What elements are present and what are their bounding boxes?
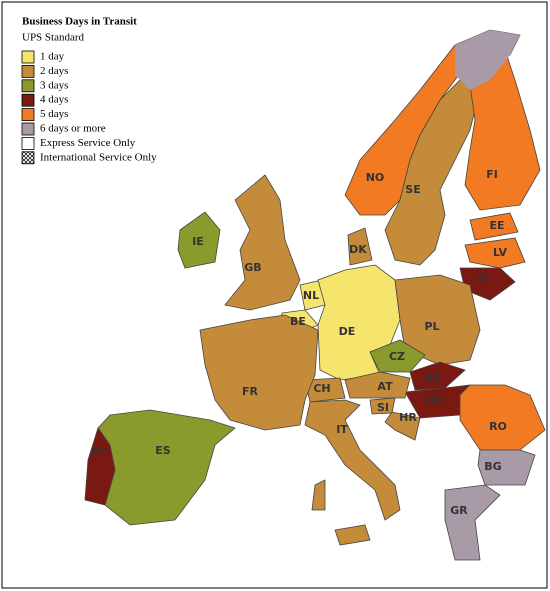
country-code: BE: [290, 315, 306, 328]
legend-swatch: [21, 93, 35, 107]
country-code: DE: [339, 325, 356, 338]
country-code: PT: [91, 445, 107, 458]
legend-swatch: [21, 122, 35, 136]
legend-label: 6 days or more: [40, 123, 106, 135]
country-code: SK: [425, 371, 442, 384]
legend-swatch: [21, 151, 35, 165]
country-shape: [224, 174, 301, 311]
country-code: CH: [313, 382, 330, 395]
country-code: IT: [336, 423, 348, 436]
legend-label: 1 day: [40, 51, 65, 63]
country-shape: [344, 371, 411, 399]
legend-swatch: [21, 79, 35, 93]
country-code: LT: [478, 271, 491, 284]
country-code: PL: [424, 320, 439, 333]
country-shape: [477, 449, 536, 486]
island: [334, 524, 371, 546]
country-shape: [384, 74, 481, 266]
country-code: NO: [366, 171, 385, 184]
country-shape: [304, 399, 401, 521]
country-shape: [369, 339, 426, 373]
legend-label: 5 days: [40, 108, 68, 120]
country-code: SE: [405, 183, 420, 196]
country-code: FR: [242, 385, 259, 398]
legend-label: 4 days: [40, 94, 68, 106]
country-code: EE: [489, 219, 504, 232]
legend-swatch: [21, 65, 35, 78]
country-code: GB: [244, 261, 261, 274]
region: [455, 30, 520, 90]
country-code: FI: [486, 168, 498, 181]
country-code: GR: [450, 504, 468, 517]
country-code: SI: [377, 401, 389, 414]
country-shape: [304, 377, 346, 403]
legend-label: International Service Only: [40, 151, 157, 163]
country-shape: [469, 212, 519, 241]
country-code: AT: [377, 380, 393, 393]
country-code: DK: [349, 243, 367, 256]
country-shape: [199, 314, 319, 431]
country-code: RO: [489, 420, 507, 433]
country-shape: [464, 237, 526, 269]
legend-swatch: [21, 136, 35, 150]
country-shape: [84, 427, 116, 506]
country-shape: [409, 361, 466, 391]
country-shape: [347, 227, 373, 266]
country-code: HR: [399, 411, 417, 424]
legend-swatch: [21, 108, 35, 121]
country-shape: [459, 384, 546, 451]
country-shape: [394, 274, 481, 366]
legend-label: Express Service Only: [40, 137, 136, 149]
country-shape: [177, 211, 221, 269]
legend-label: 2 days: [40, 65, 68, 77]
island: [311, 479, 326, 511]
legend-subtitle: UPS Standard: [22, 32, 85, 44]
legend-label: 3 days: [40, 79, 68, 91]
country-code: NL: [303, 289, 319, 302]
country-code: BG: [484, 460, 501, 473]
country-code: ES: [155, 444, 171, 457]
country-shape: [444, 484, 501, 561]
country-code: CZ: [389, 350, 405, 363]
country-code: IE: [192, 235, 204, 248]
country-code: HU: [425, 394, 443, 407]
legend-swatch: [21, 50, 35, 64]
country-code: LV: [493, 246, 507, 259]
legend-title: Business Days in Transit: [22, 16, 137, 28]
country-shape: [384, 411, 421, 441]
